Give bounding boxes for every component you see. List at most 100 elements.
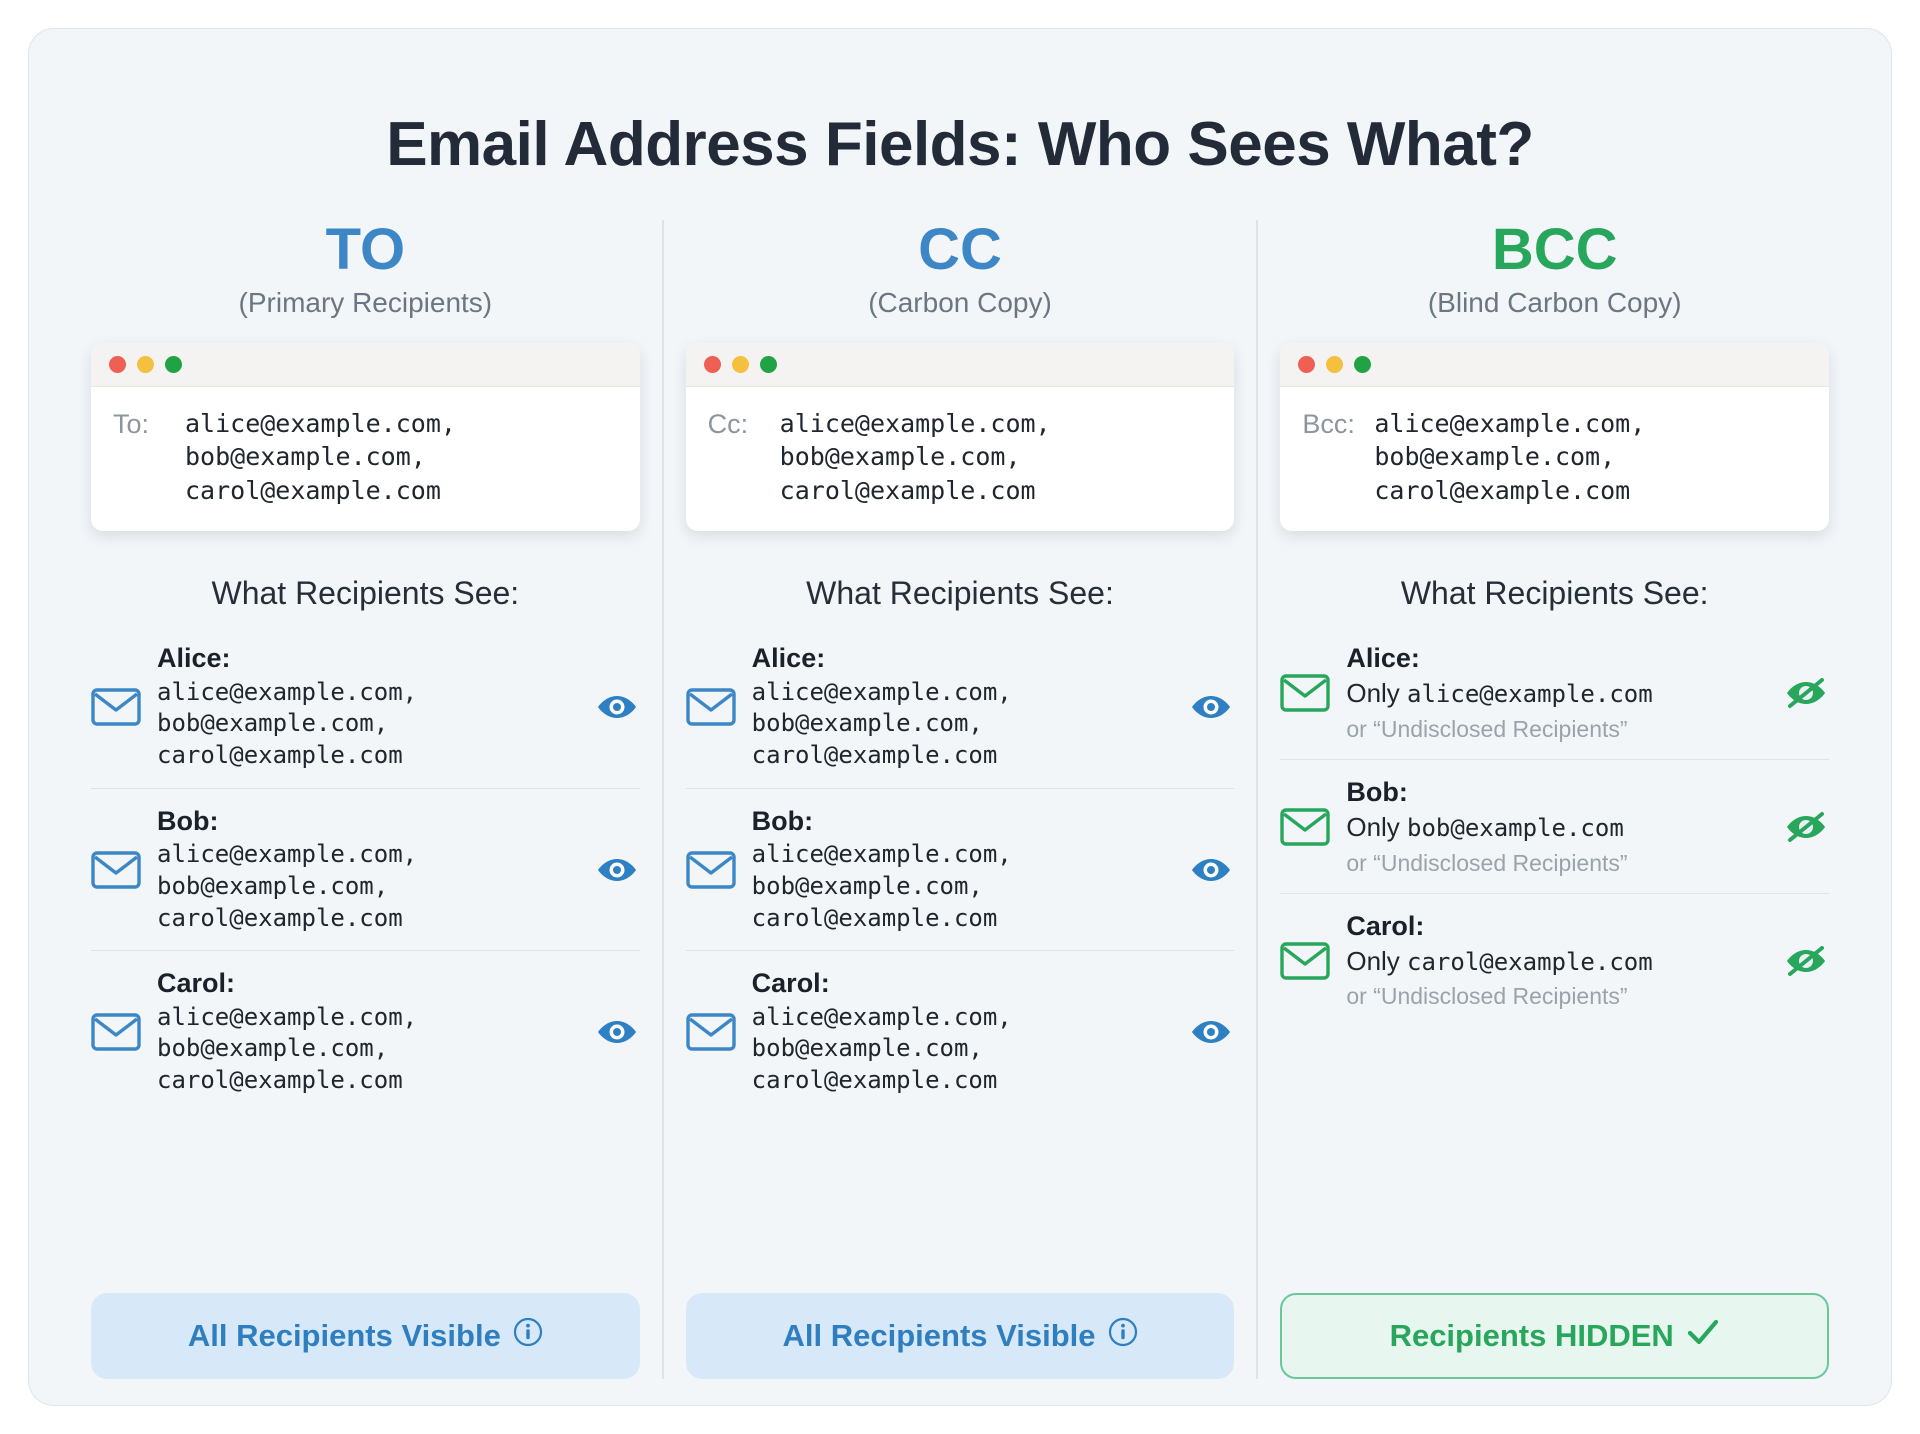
email-window-to: To: alice@example.com, bob@example.com, … — [91, 342, 640, 532]
maximize-dot-icon[interactable] — [1354, 355, 1372, 373]
recipient-emails: alice@example.com, bob@example.com, caro… — [751, 1002, 1012, 1094]
recipient-name: Alice: — [751, 643, 826, 674]
envelope-icon — [1280, 808, 1332, 846]
check-icon — [1686, 1317, 1720, 1355]
envelope-icon — [685, 1013, 738, 1051]
close-dot-icon[interactable] — [703, 355, 721, 373]
list-item: Alice: alice@example.com, bob@example.co… — [685, 626, 1235, 787]
list-item: Alice: alice@example.com, bob@example.co… — [91, 626, 640, 787]
list-item: Carol: alice@example.com, bob@example.co… — [91, 950, 640, 1112]
list-item: Alice: Only alice@example.com or “Undisc… — [1280, 626, 1829, 759]
recipient-list-to: Alice: alice@example.com, bob@example.co… — [91, 626, 640, 1112]
info-circle-icon — [1108, 1317, 1138, 1355]
recipient-text: Alice: alice@example.com, bob@example.co… — [752, 642, 1175, 771]
only-email: alice@example.com — [1407, 679, 1653, 708]
column-bcc: BCC (Blind Carbon Copy) Bcc: alice@examp… — [1256, 219, 1851, 1379]
list-item: Carol: alice@example.com, bob@example.co… — [685, 950, 1235, 1112]
info-circle-icon — [513, 1317, 543, 1355]
status-badge-bcc[interactable]: Recipients HIDDEN — [1280, 1293, 1830, 1379]
recipient-name: Bob: — [157, 805, 219, 836]
only-prefix: Only — [1346, 945, 1408, 976]
maximize-dot-icon[interactable] — [165, 355, 182, 373]
recipient-only-line: Only alice@example.com — [1346, 677, 1769, 711]
what-recipients-see-heading-to: What Recipients See: — [211, 575, 520, 612]
what-recipients-see-heading-bcc: What Recipients See: — [1400, 575, 1709, 612]
recipient-only-line: Only bob@example.com — [1346, 811, 1769, 845]
recipient-text: Alice: Only alice@example.com or “Undisc… — [1346, 642, 1769, 743]
minimize-dot-icon[interactable] — [137, 355, 154, 373]
what-recipients-see-heading-cc: What Recipients See: — [806, 575, 1114, 612]
envelope-icon — [1280, 942, 1332, 980]
recipient-note: or “Undisclosed Recipients” — [1346, 983, 1628, 1010]
close-dot-icon[interactable] — [1298, 355, 1316, 373]
eye-hidden-icon — [1783, 677, 1829, 709]
recipient-text: Bob: Only bob@example.com or “Undisclose… — [1346, 776, 1769, 877]
recipient-text: Carol: alice@example.com, bob@example.co… — [752, 967, 1175, 1096]
recipient-emails: alice@example.com, bob@example.com, caro… — [157, 677, 418, 770]
maximize-dot-icon[interactable] — [759, 355, 777, 373]
recipient-name: Carol: — [1346, 911, 1425, 942]
list-item: Bob: alice@example.com, bob@example.com,… — [685, 787, 1235, 950]
eye-visible-icon — [594, 856, 640, 884]
column-subtitle-to: (Primary Recipients) — [238, 286, 493, 318]
recipient-name: Bob: — [1346, 777, 1408, 808]
infographic-card: Email Address Fields: Who Sees What? TO … — [28, 28, 1892, 1406]
eye-visible-icon — [1188, 1018, 1234, 1046]
recipient-note: or “Undisclosed Recipients” — [1346, 849, 1628, 876]
recipient-name: Carol: — [157, 968, 236, 999]
window-titlebar — [1280, 342, 1830, 387]
envelope-icon — [685, 688, 738, 726]
recipient-name: Bob: — [751, 805, 814, 836]
close-dot-icon[interactable] — [109, 355, 126, 373]
window-titlebar — [91, 342, 640, 387]
status-badge-cc[interactable]: All Recipients Visible — [685, 1293, 1235, 1379]
status-badge-to[interactable]: All Recipients Visible — [91, 1293, 640, 1379]
only-prefix: Only — [1346, 811, 1408, 842]
envelope-icon — [1280, 674, 1332, 712]
spacer — [686, 1113, 1235, 1271]
list-item: Carol: Only carol@example.com or “Undisc… — [1280, 893, 1830, 1027]
minimize-dot-icon[interactable] — [1326, 355, 1344, 373]
list-item: Bob: alice@example.com, bob@example.com,… — [91, 787, 640, 950]
minimize-dot-icon[interactable] — [731, 355, 749, 373]
recipient-name: Carol: — [751, 968, 830, 999]
status-badge-label: All Recipients Visible — [187, 1318, 501, 1353]
only-email: carol@example.com — [1407, 947, 1653, 976]
window-body: Bcc: alice@example.com, bob@example.com,… — [1280, 387, 1829, 532]
recipient-text: Carol: alice@example.com, bob@example.co… — [157, 967, 580, 1096]
recipient-text: Bob: alice@example.com, bob@example.com,… — [752, 805, 1175, 934]
column-header-cc: CC (Carbon Copy) — [686, 217, 1235, 319]
column-to: TO (Primary Recipients) To: alice@exampl… — [69, 217, 662, 1379]
recipient-list-cc: Alice: alice@example.com, bob@example.co… — [685, 626, 1235, 1112]
envelope-icon — [91, 1013, 143, 1051]
email-window-bcc: Bcc: alice@example.com, bob@example.com,… — [1280, 342, 1830, 532]
column-header-bcc: BCC (Blind Carbon Copy) — [1280, 219, 1829, 319]
column-abbr-to: TO — [325, 217, 406, 282]
column-subtitle-cc: (Carbon Copy) — [868, 286, 1052, 318]
only-prefix: Only — [1346, 677, 1408, 708]
spacer — [91, 1113, 640, 1271]
recipient-emails: alice@example.com, bob@example.com, caro… — [157, 840, 418, 932]
envelope-icon — [91, 688, 143, 726]
column-abbr-cc: CC — [918, 217, 1002, 282]
eye-visible-icon — [594, 1018, 640, 1046]
recipient-list-bcc: Alice: Only alice@example.com or “Undisc… — [1280, 626, 1830, 1027]
recipient-emails: alice@example.com, bob@example.com, caro… — [157, 1002, 418, 1094]
window-body: Cc: alice@example.com, bob@example.com, … — [686, 387, 1235, 532]
only-email: bob@example.com — [1407, 813, 1624, 842]
columns-container: TO (Primary Recipients) To: alice@exampl… — [69, 217, 1851, 1379]
field-value-bcc: alice@example.com, bob@example.com, caro… — [1374, 408, 1646, 505]
recipient-emails: alice@example.com, bob@example.com, caro… — [751, 677, 1012, 770]
envelope-icon — [91, 850, 143, 889]
eye-hidden-icon — [1783, 811, 1829, 843]
recipient-text: Bob: alice@example.com, bob@example.com,… — [157, 805, 580, 934]
recipient-name: Alice: — [1346, 643, 1420, 674]
envelope-icon — [685, 850, 738, 889]
window-body: To: alice@example.com, bob@example.com, … — [91, 387, 640, 532]
recipient-text: Alice: alice@example.com, bob@example.co… — [157, 642, 580, 771]
column-header-to: TO (Primary Recipients) — [91, 217, 640, 319]
column-subtitle-bcc: (Blind Carbon Copy) — [1427, 286, 1682, 318]
recipient-text: Carol: Only carol@example.com or “Undisc… — [1346, 910, 1769, 1011]
email-window-cc: Cc: alice@example.com, bob@example.com, … — [685, 342, 1235, 532]
